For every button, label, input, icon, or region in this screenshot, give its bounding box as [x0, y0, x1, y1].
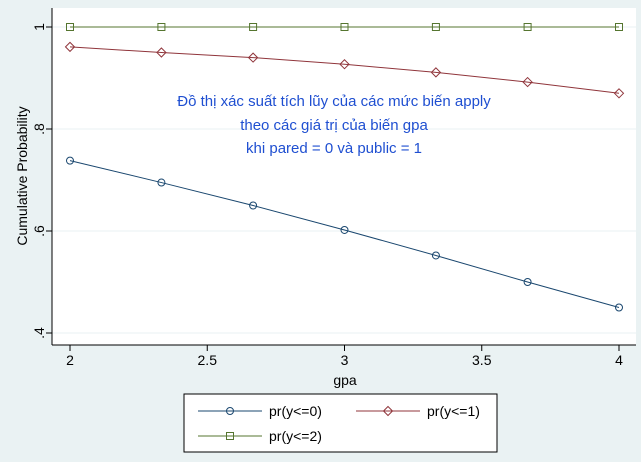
series-line: [69, 46, 620, 94]
y-tick-label: 1: [31, 23, 47, 31]
data-point: [66, 156, 74, 165]
data-point: [613, 88, 625, 99]
data-point: [247, 52, 259, 63]
x-tick-label: 3.5: [472, 352, 492, 368]
data-point: [64, 41, 76, 53]
legend-label: pr(y<=0): [269, 403, 322, 419]
x-axis-title: gpa: [333, 372, 357, 388]
legend-marker: [226, 407, 234, 415]
data-point: [249, 201, 258, 210]
legend-item: pr(y<=2): [198, 428, 322, 444]
x-tick-label: 3: [341, 352, 349, 368]
y-tick-label: .4: [31, 327, 47, 339]
data-point: [615, 303, 623, 312]
data-point: [340, 23, 349, 31]
annotation-line-3: khi pared = 0 và public = 1: [246, 140, 422, 157]
data-point: [523, 23, 532, 31]
legend-marker: [226, 432, 234, 440]
chart-annotation: Đồ thị xác suất tích lũy của các mức biế…: [177, 93, 491, 157]
data-point: [523, 278, 532, 286]
plot-area: [52, 8, 636, 345]
y-axis-ticks: .4 .6 .8 1: [31, 23, 52, 339]
data-point: [431, 23, 440, 31]
legend-label: pr(y<=1): [427, 403, 480, 419]
y-tick-label: .8: [31, 123, 47, 135]
legend-item: pr(y<=1): [356, 403, 480, 419]
data-point: [157, 23, 166, 31]
data-point: [522, 76, 533, 88]
series-group: [64, 23, 625, 312]
data-point: [430, 67, 442, 78]
data-point: [249, 23, 258, 31]
legend-box: [183, 393, 498, 453]
x-tick-label: 2.5: [198, 352, 218, 368]
series-2: [64, 41, 625, 99]
legend-items: pr(y<=0) pr(y<=1) pr(y<=2): [198, 403, 480, 444]
annotation-line-1: Đồ thị xác suất tích lũy của các mức biế…: [177, 93, 491, 110]
y-axis-title: Cumulative Probability: [14, 106, 30, 245]
data-point: [340, 225, 349, 234]
data-point: [431, 251, 440, 260]
data-point: [615, 23, 623, 31]
data-point: [156, 47, 167, 58]
legend-item: pr(y<=0): [198, 403, 322, 419]
data-point: [66, 23, 74, 31]
annotation-line-2: theo các giá trị của biến gpa: [240, 117, 428, 134]
x-tick-label: 4: [615, 352, 623, 368]
series-line: [69, 160, 620, 308]
legend: pr(y<=0) pr(y<=1) pr(y<=2): [183, 393, 498, 453]
data-point: [339, 59, 350, 70]
x-axis-ticks: 2 2.5 3 3.5 4: [66, 345, 623, 368]
legend-label: pr(y<=2): [269, 428, 322, 444]
series-1: [66, 156, 623, 312]
legend-marker: [382, 405, 394, 417]
x-tick-label: 2: [66, 352, 74, 368]
y-tick-label: .6: [31, 225, 47, 237]
series-3: [66, 23, 623, 31]
data-point: [157, 178, 166, 187]
